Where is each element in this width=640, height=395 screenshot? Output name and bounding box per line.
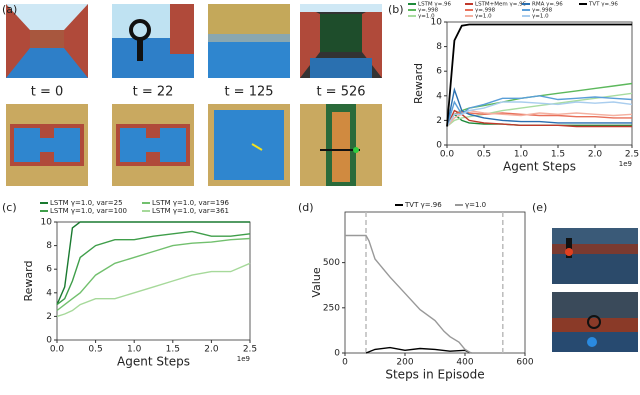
series-line: [446, 23, 632, 127]
legend-label: γ=1.0: [418, 14, 435, 20]
frame-caption: t = 526: [316, 85, 365, 100]
x-tick-label: 1.5: [166, 345, 180, 355]
legend-label: LSTM γ=1.0, var=25: [50, 199, 123, 207]
y-tick-label: 6: [46, 265, 52, 275]
y-tick-label: 0: [334, 349, 340, 359]
series-line: [446, 111, 632, 127]
legend-label: RMA γ=.96: [532, 2, 563, 8]
x-tick-label: 2.0: [204, 345, 219, 355]
legend-label: γ=.998: [475, 8, 496, 14]
x-tick-label: 0: [342, 358, 348, 368]
panel-label: (d): [298, 201, 314, 214]
x-tick-label: 0.0: [440, 150, 455, 160]
legend-label: TVT γ=.96: [588, 2, 618, 8]
x-axis-label: Steps in Episode: [385, 368, 484, 382]
x-tick-label: 1.0: [514, 150, 529, 160]
legend-label: LSTM γ=1.0, var=361: [152, 207, 229, 215]
series-line: [446, 92, 633, 128]
panel-label: (a): [2, 3, 17, 16]
x-tick-label: 200: [396, 358, 413, 368]
legend-label: γ=1.0: [475, 14, 492, 20]
y-axis-label: Reward: [22, 261, 35, 302]
panel-label: (b): [388, 3, 404, 16]
y-tick-label: 0: [46, 336, 52, 346]
x-axis-label: Agent Steps: [117, 355, 190, 369]
x-tick-label: 0.0: [50, 345, 65, 355]
plot-frame: [56, 221, 251, 341]
x-tick-label: 1.0: [127, 345, 142, 355]
x-tick-label: 1.5: [551, 150, 565, 160]
frame-caption: t = 125: [224, 85, 273, 100]
plot-frame: [344, 211, 526, 354]
y-tick-label: 0: [436, 141, 442, 151]
y-tick-label: 4: [46, 288, 52, 298]
y-tick-label: 8: [46, 241, 52, 251]
y-tick-label: 2: [436, 116, 442, 126]
panel-label: (e): [532, 201, 547, 214]
legend-label: γ=1.0: [465, 201, 486, 209]
y-tick-label: 6: [436, 67, 442, 77]
series-line: [446, 87, 632, 127]
y-tick-label: 10: [431, 18, 443, 28]
series-line: [56, 262, 251, 318]
panel-a-images: [6, 4, 382, 186]
series-line: [56, 230, 251, 306]
y-tick-label: 500: [323, 258, 340, 268]
frame-caption: t = 22: [133, 85, 174, 100]
x-tick-label: 2.5: [625, 150, 639, 160]
y-tick-label: 250: [323, 303, 340, 313]
series-line: [56, 221, 250, 305]
y-tick-label: 10: [41, 218, 53, 228]
series-line: [56, 237, 251, 312]
y-tick-label: 8: [436, 42, 442, 52]
legend-label: LSTM γ=.96: [418, 2, 452, 8]
series-line: [446, 101, 633, 127]
panel-label: (c): [2, 201, 17, 214]
x-tick-label: 400: [456, 358, 473, 368]
legend-label: LSTM γ=1.0, var=100: [50, 207, 127, 215]
frame-caption: t = 0: [31, 85, 64, 100]
legend-label: LSTM γ=1.0, var=196: [152, 199, 230, 207]
x-tick-label: 600: [516, 358, 533, 368]
y-axis-label: Value: [310, 267, 323, 297]
x-tick-label: 0.5: [88, 345, 102, 355]
offset-label: 1e9: [237, 355, 250, 363]
y-axis-label: Reward: [412, 63, 425, 104]
legend-label: TVT γ=.96: [404, 201, 442, 209]
x-tick-label: 0.5: [477, 150, 491, 160]
legend-label: γ=1.0: [532, 14, 549, 20]
series-line: [345, 234, 472, 354]
y-tick-label: 2: [46, 312, 52, 322]
x-tick-label: 2.0: [588, 150, 603, 160]
x-axis-label: Agent Steps: [503, 160, 576, 174]
y-tick-label: 4: [436, 91, 442, 101]
legend-label: γ=.998: [418, 8, 439, 14]
x-tick-label: 2.5: [243, 345, 257, 355]
legend-label: LSTM+Mem γ=.96: [475, 2, 527, 8]
offset-label: 1e9: [619, 160, 632, 168]
legend-label: γ=.998: [532, 8, 553, 14]
series-line: [365, 346, 472, 354]
panel-e-images: [552, 228, 638, 352]
